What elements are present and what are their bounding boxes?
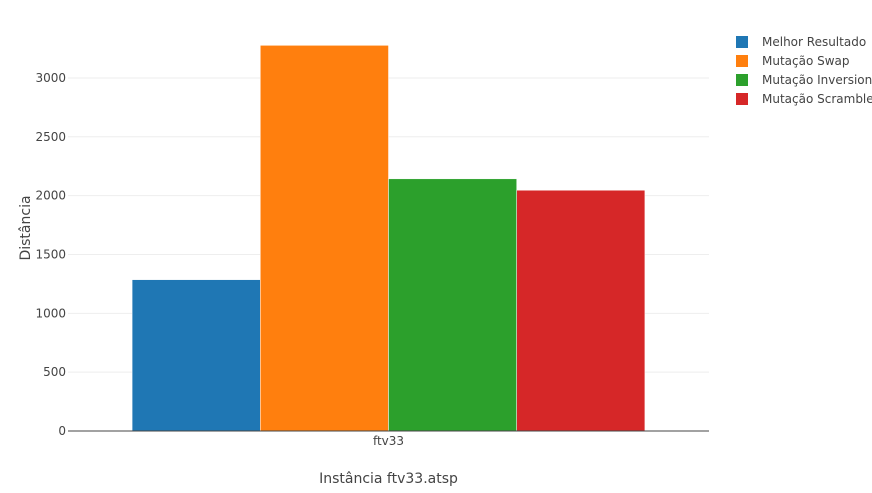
legend-label: Melhor Resultado — [762, 35, 866, 49]
legend-item[interactable]: Mutação Swap — [736, 54, 850, 68]
bar-muta-o-swap[interactable] — [260, 45, 389, 432]
x-tick-label: ftv33 — [373, 434, 404, 448]
y-tick-label: 2500 — [35, 130, 66, 144]
y-tick-label: 1000 — [35, 306, 66, 320]
legend-item[interactable]: Mutação Inversion — [736, 73, 872, 87]
legend-label: Mutação Inversion — [762, 73, 872, 87]
legend-swatch — [736, 36, 748, 48]
y-tick-labels: 0 500 1000 1500 2000 2500 3000 — [35, 71, 66, 438]
x-tick-labels: ftv33 — [373, 434, 404, 448]
x-axis-title: Instância ftv33.atsp — [319, 471, 458, 487]
y-tick-label: 3000 — [35, 71, 66, 85]
legend-label: Mutação Swap — [762, 54, 850, 68]
legend-swatch — [736, 55, 748, 67]
y-tick-label: 1500 — [35, 247, 66, 261]
bar-melhor-resultado[interactable] — [131, 279, 261, 432]
legend-swatch — [736, 74, 748, 86]
bar-muta-o-scramble[interactable] — [516, 189, 646, 432]
legend-item[interactable]: Melhor Resultado — [736, 35, 866, 49]
legend-swatch — [736, 93, 748, 105]
y-tick-label: 2000 — [35, 189, 66, 203]
y-tick-label: 0 — [58, 424, 66, 438]
legend-item[interactable]: Mutação Scramble — [736, 92, 872, 106]
bars — [131, 45, 646, 432]
legend[interactable]: Melhor Resultado Mutação Swap Mutação Inve… — [736, 35, 872, 106]
y-axis-title: Distância — [18, 195, 34, 260]
bar-muta-o-inversion[interactable] — [388, 178, 517, 432]
legend-label: Mutação Scramble — [762, 92, 872, 106]
y-tick-label: 500 — [43, 365, 66, 379]
